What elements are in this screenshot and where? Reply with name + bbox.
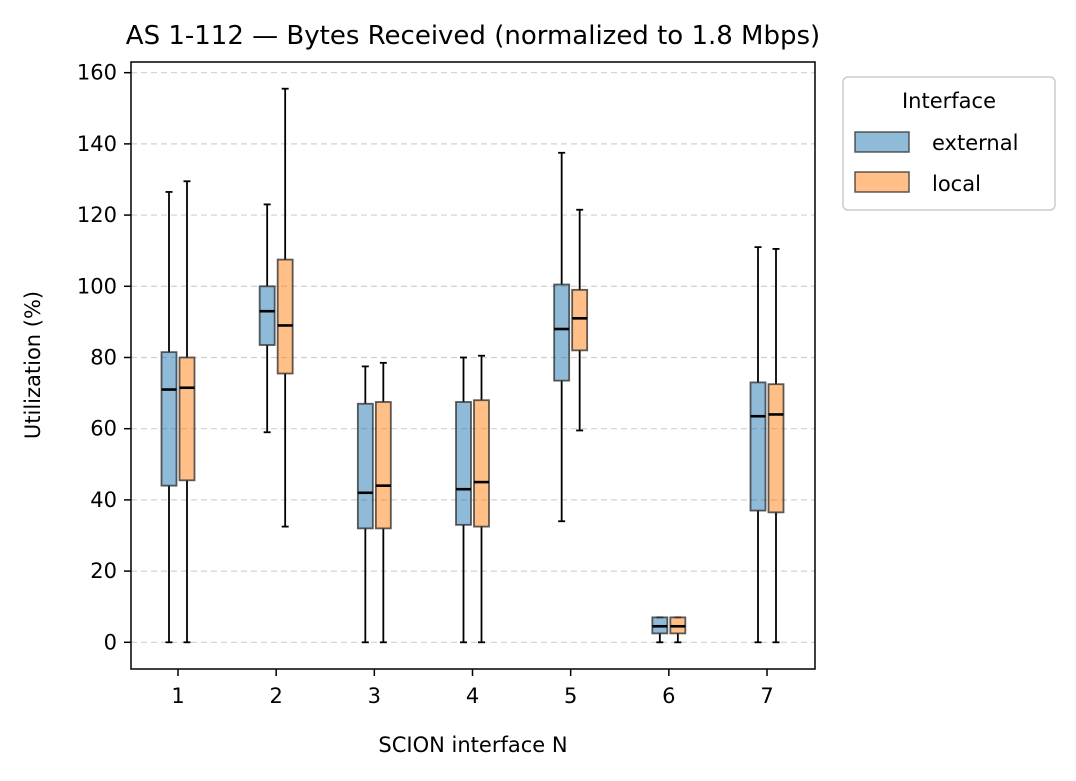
box-local-1 [178, 180, 196, 644]
x-tick-label: 6 [662, 684, 675, 708]
x-axis-label: SCION interface N [378, 733, 567, 757]
y-axis-label: Utilization (%) [21, 291, 45, 439]
box-iqr [160, 351, 178, 487]
x-tick-label: 1 [171, 684, 184, 708]
box-local-2 [276, 87, 294, 528]
box-local-4 [473, 354, 490, 644]
chart-title: AS 1-112 — Bytes Received (normalized to… [126, 21, 820, 51]
box-iqr [553, 283, 571, 382]
grid-lines [131, 72, 815, 643]
box-iqr [374, 401, 392, 530]
box-local-5 [571, 208, 589, 432]
box-iqr [356, 402, 374, 530]
box-external-4 [455, 356, 472, 644]
box-iqr [258, 285, 276, 346]
x-tick-label: 2 [269, 684, 282, 708]
y-tick-label: 40 [90, 488, 117, 512]
box-iqr [767, 383, 785, 514]
y-tick-label: 0 [104, 630, 117, 654]
box-external-5 [553, 151, 571, 523]
y-tick-label: 140 [77, 132, 117, 156]
legend-label-local: local [932, 172, 981, 196]
y-tick-label: 120 [77, 203, 117, 227]
legend: Interface external local [842, 76, 1056, 211]
box-external-6 [651, 616, 669, 644]
box-iqr [473, 399, 490, 528]
x-tick-label: 3 [368, 684, 381, 708]
box-local-6 [669, 616, 687, 644]
y-tick-label: 80 [90, 345, 117, 369]
box-external-1 [160, 191, 178, 644]
box-external-7 [749, 246, 767, 644]
legend-swatch-local [854, 171, 910, 193]
box-external-3 [356, 365, 374, 644]
box-iqr [178, 356, 196, 482]
y-tick-label: 100 [77, 274, 117, 298]
box-external-2 [258, 203, 276, 434]
box-local-3 [374, 361, 392, 644]
axes: 0 20 40 60 80 100 120 140 160 1 2 3 4 5 6 7 [77, 61, 774, 708]
y-tick-label: 60 [90, 417, 117, 441]
box-local-7 [767, 248, 785, 644]
box-iqr [276, 258, 294, 375]
box-plot-groups [160, 87, 785, 644]
plot-area-frame [130, 61, 816, 670]
x-tick-label: 4 [466, 684, 479, 708]
legend-swatch-external [854, 131, 910, 153]
y-tick-label: 160 [77, 61, 117, 85]
x-tick-label: 5 [564, 684, 577, 708]
y-tick-label: 20 [90, 559, 117, 583]
box-iqr [455, 401, 472, 526]
box-iqr [571, 288, 589, 352]
legend-label-external: external [932, 131, 1018, 155]
box-iqr [749, 381, 767, 512]
legend-title: Interface [902, 89, 996, 113]
x-tick-label: 7 [760, 684, 773, 708]
